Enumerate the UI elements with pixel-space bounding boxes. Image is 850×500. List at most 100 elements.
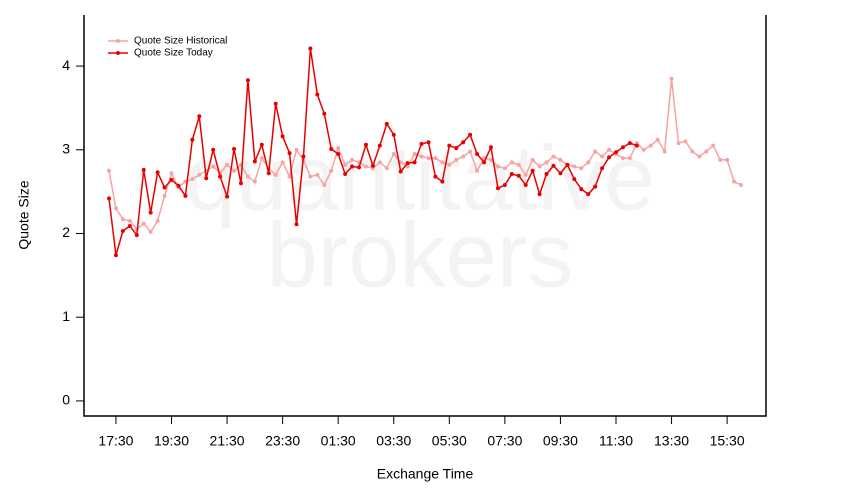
point (488, 157, 493, 162)
point (419, 154, 424, 159)
point (190, 177, 195, 182)
point (322, 182, 327, 187)
point (204, 176, 209, 181)
point (627, 141, 632, 146)
point (197, 114, 202, 119)
point (600, 154, 605, 159)
point (322, 111, 327, 116)
y-tick-label: 2 (62, 224, 70, 240)
point (232, 146, 237, 151)
x-tick-label: 05:30 (432, 433, 467, 449)
point (176, 183, 181, 188)
point (238, 181, 243, 186)
watermark: brokers (267, 204, 574, 306)
point (683, 139, 688, 144)
point (245, 174, 250, 179)
point (704, 149, 709, 154)
point (343, 172, 348, 177)
point (287, 151, 292, 156)
point (357, 165, 362, 170)
point (301, 154, 306, 159)
point (266, 171, 271, 176)
point (141, 167, 146, 172)
point (732, 179, 737, 184)
point (426, 156, 431, 161)
point (273, 101, 278, 106)
point (537, 192, 542, 197)
point (495, 186, 500, 191)
axis-frame (83, 15, 767, 417)
point (461, 140, 466, 145)
point (586, 192, 591, 197)
point (516, 173, 521, 178)
y-tick-label: 1 (62, 308, 70, 324)
point (461, 154, 466, 159)
point (225, 194, 230, 199)
point (523, 182, 528, 187)
point (120, 217, 125, 222)
point (523, 172, 528, 177)
point (433, 156, 438, 161)
point (183, 193, 188, 198)
point (127, 218, 132, 223)
point (252, 159, 257, 164)
point (565, 162, 570, 167)
point (711, 143, 716, 148)
point (134, 233, 139, 238)
point (502, 166, 507, 171)
y-axis-title: Quote Size (16, 180, 32, 249)
point (370, 163, 375, 168)
x-tick-label: 11:30 (599, 433, 633, 449)
point (641, 147, 646, 152)
point (315, 92, 320, 97)
x-tick-label: 07:30 (487, 433, 522, 449)
point (391, 132, 396, 137)
point (113, 206, 118, 211)
point (502, 182, 507, 187)
point (169, 177, 174, 182)
x-tick-label: 13:30 (654, 433, 689, 449)
point (572, 164, 577, 169)
point (440, 179, 445, 184)
point (218, 174, 223, 179)
point (294, 222, 299, 227)
point (232, 168, 237, 173)
legend-marker (116, 39, 120, 43)
point (725, 157, 730, 162)
point (190, 137, 195, 142)
point (259, 156, 264, 161)
point (273, 172, 278, 177)
point (676, 141, 681, 146)
y-tick-label: 3 (62, 140, 70, 156)
point (739, 182, 743, 187)
point (426, 140, 431, 145)
point (280, 160, 285, 165)
y-tick-label: 0 (62, 392, 70, 408)
point (530, 168, 535, 173)
point (162, 185, 167, 190)
point (509, 160, 514, 165)
point (551, 154, 556, 159)
point (405, 161, 410, 166)
point (107, 196, 111, 201)
point (433, 174, 438, 179)
point (551, 163, 556, 168)
legend-marker (116, 51, 120, 55)
point (197, 172, 202, 177)
point (343, 162, 348, 167)
point (363, 142, 368, 147)
point (113, 253, 118, 258)
point (620, 156, 625, 161)
point (287, 174, 292, 179)
point (454, 146, 459, 151)
x-tick-label: 17:30 (98, 433, 133, 449)
x-tick-label: 19:30 (154, 433, 189, 449)
point (127, 223, 132, 228)
point (530, 157, 535, 162)
point (607, 147, 612, 152)
point (350, 164, 355, 169)
point (148, 210, 153, 215)
legend-label: Quote Size Today (134, 48, 213, 59)
point (544, 160, 549, 165)
